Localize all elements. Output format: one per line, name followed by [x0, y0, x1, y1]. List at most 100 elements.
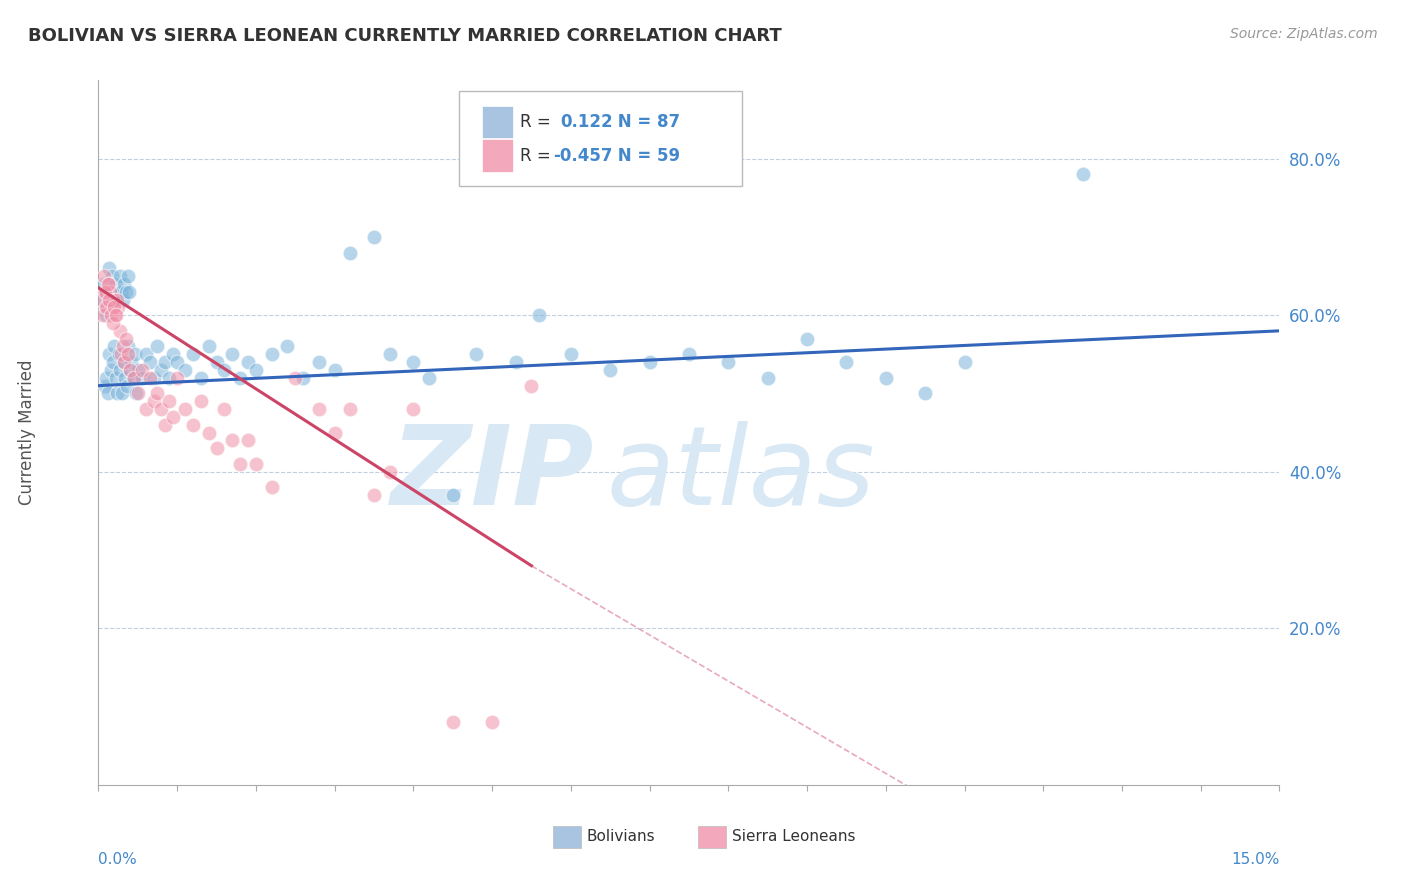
- Point: [638, 355, 661, 369]
- Point: [402, 355, 425, 369]
- Point: [112, 277, 135, 291]
- Point: [97, 386, 120, 401]
- Point: [529, 308, 551, 322]
- Point: [105, 386, 128, 401]
- Point: [142, 394, 165, 409]
- Point: [93, 285, 115, 299]
- Point: [276, 339, 298, 353]
- Point: [363, 230, 385, 244]
- Point: [131, 371, 153, 385]
- Point: [214, 363, 236, 377]
- Point: [229, 457, 252, 471]
- Point: [115, 285, 138, 299]
- Point: [157, 371, 180, 385]
- Point: [481, 167, 503, 181]
- Point: [96, 371, 118, 385]
- Point: [378, 347, 401, 361]
- FancyBboxPatch shape: [458, 91, 742, 186]
- Point: [245, 457, 267, 471]
- Point: [98, 293, 121, 307]
- Point: [914, 386, 936, 401]
- Point: [111, 293, 134, 307]
- Point: [103, 301, 125, 315]
- Point: [181, 417, 204, 432]
- Point: [284, 371, 307, 385]
- Point: [100, 363, 122, 377]
- Point: [402, 402, 425, 417]
- Point: [520, 378, 543, 392]
- Bar: [553, 826, 581, 848]
- Point: [105, 285, 128, 299]
- Point: [115, 332, 138, 346]
- Point: [91, 293, 114, 307]
- Point: [97, 277, 120, 291]
- Point: [1071, 167, 1094, 181]
- Point: [150, 363, 173, 377]
- Point: [339, 402, 361, 417]
- Point: [441, 488, 464, 502]
- Point: [98, 285, 121, 299]
- Point: [260, 347, 283, 361]
- Point: [111, 386, 134, 401]
- Point: [93, 277, 115, 291]
- Point: [108, 268, 131, 283]
- Point: [138, 371, 160, 385]
- Point: [221, 434, 243, 448]
- Point: [96, 301, 118, 315]
- Point: [118, 363, 141, 377]
- Point: [717, 355, 740, 369]
- Point: [174, 363, 197, 377]
- Point: [94, 285, 117, 299]
- Point: [308, 402, 330, 417]
- Point: [142, 371, 165, 385]
- Point: [146, 339, 169, 353]
- Point: [112, 355, 135, 369]
- Point: [101, 316, 124, 330]
- Point: [875, 371, 897, 385]
- Point: [96, 301, 118, 315]
- Text: atlas: atlas: [606, 421, 875, 528]
- Point: [155, 417, 177, 432]
- Point: [221, 347, 243, 361]
- Point: [104, 371, 127, 385]
- Point: [110, 363, 132, 377]
- Point: [155, 355, 177, 369]
- Bar: [482, 139, 513, 172]
- Point: [93, 378, 115, 392]
- Point: [124, 347, 146, 361]
- Point: [229, 371, 252, 385]
- Point: [110, 285, 132, 299]
- Text: R =: R =: [520, 146, 551, 165]
- Point: [115, 378, 138, 392]
- Point: [236, 355, 259, 369]
- Point: [205, 442, 228, 456]
- Point: [104, 308, 127, 322]
- Point: [135, 402, 157, 417]
- Point: [378, 465, 401, 479]
- Point: [127, 363, 149, 377]
- Point: [323, 363, 346, 377]
- Bar: [699, 826, 725, 848]
- Point: [131, 363, 153, 377]
- Point: [197, 425, 219, 440]
- Point: [245, 363, 267, 377]
- Point: [118, 363, 141, 377]
- Text: Bolivians: Bolivians: [586, 829, 655, 844]
- Text: Source: ZipAtlas.com: Source: ZipAtlas.com: [1230, 27, 1378, 41]
- Point: [91, 308, 114, 322]
- Point: [101, 301, 124, 315]
- Point: [236, 434, 259, 448]
- Point: [108, 347, 131, 361]
- Point: [108, 324, 131, 338]
- Point: [107, 301, 129, 315]
- Point: [107, 293, 129, 307]
- Point: [91, 293, 114, 307]
- Text: N = 87: N = 87: [612, 113, 681, 131]
- Point: [166, 355, 188, 369]
- Point: [117, 347, 139, 361]
- Point: [308, 355, 330, 369]
- Point: [560, 347, 582, 361]
- Point: [181, 347, 204, 361]
- Point: [135, 347, 157, 361]
- Point: [121, 355, 143, 369]
